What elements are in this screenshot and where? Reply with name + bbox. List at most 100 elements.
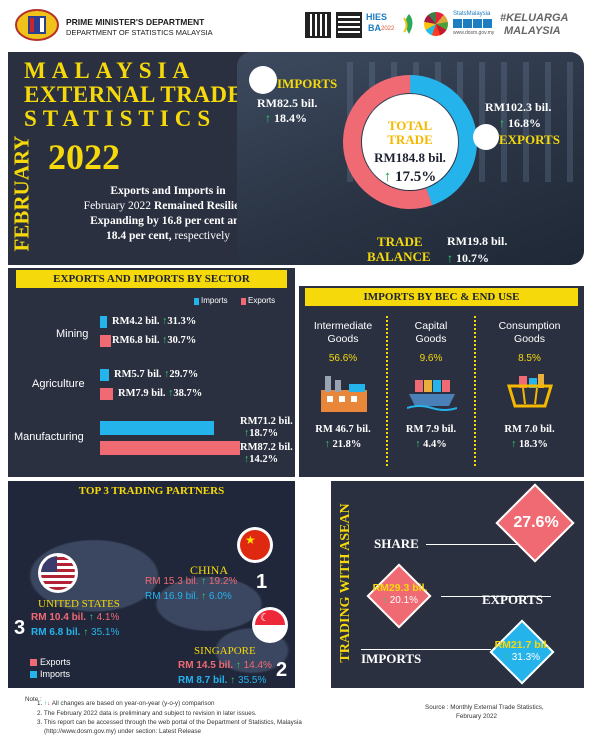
imports-growth-value: 18.4% <box>274 111 307 125</box>
singapore-exports: RM 14.5 bil. ↑ 14.4% <box>178 660 272 671</box>
desc-d: Expanding by 16.8 per cent and <box>90 215 246 227</box>
exports-icon <box>473 124 499 150</box>
bec-growth: ↑ 21.8% <box>301 439 385 450</box>
up-arrow-icon: ↑ <box>168 388 174 399</box>
bar-growth: 31.3% <box>167 316 197 327</box>
exports-growth: 19.2% <box>208 576 238 587</box>
portal-url[interactable]: www.dosm.gov.my <box>453 30 495 36</box>
year-text: 2022 <box>381 26 395 32</box>
bec-name2: Goods <box>327 333 359 345</box>
imports-line <box>361 649 491 650</box>
total-value: RM184.8 bil. <box>374 150 446 165</box>
youtube-icon[interactable] <box>483 19 492 28</box>
bec-item-intermediate: Intermediate Goods 56.6% RM 46.7 bil. ↑ … <box>301 320 385 470</box>
qr-code-icon[interactable] <box>336 12 362 38</box>
bar-growth: 14.2% <box>249 454 279 465</box>
title-line2: EXTERNAL TRADE <box>24 82 244 107</box>
share-label: SHARE <box>374 536 419 551</box>
note3b[interactable]: (http://www.dosm.gov.my) under section: … <box>44 728 202 735</box>
ring-center <box>362 94 458 190</box>
usa-name: UNITED STATES <box>38 598 120 610</box>
singapore-flag-icon: ☾ <box>252 607 288 643</box>
star-icon: ★ <box>245 533 256 547</box>
bec-value: RM 46.7 bil. <box>315 424 371 435</box>
usa-flag-fill <box>41 556 75 590</box>
bar-growth: 38.7% <box>173 388 203 399</box>
desc-c: Remained Resilient, <box>153 200 253 212</box>
twitter-icon[interactable] <box>473 19 482 28</box>
exports-label: EXPORTS <box>499 132 560 147</box>
bar-imports-value: RM71.2 bil. <box>240 416 293 427</box>
stats-malaysia-text: StatsMalaysia <box>453 11 491 17</box>
bec-panel: IMPORTS BY BEC & END USE Intermediate Go… <box>299 286 584 477</box>
facebook-icon[interactable] <box>453 19 462 28</box>
balance-label2: BALANCE <box>367 249 431 264</box>
social-icons[interactable] <box>453 19 493 28</box>
bec-divider <box>386 316 388 466</box>
total-growth-value: 17.5% <box>395 169 437 185</box>
balance-growth-value: 10.7% <box>456 251 489 265</box>
exports-growth: 4.1% <box>96 612 120 623</box>
total-growth: ↑ 17.5% <box>340 169 480 186</box>
ring-chart <box>340 72 480 212</box>
imports-growth: ↑ 31.3% <box>485 652 559 663</box>
note3: 3. This report can be accessed through t… <box>37 719 302 726</box>
footer: Note : 1. ↑↓ All changes are based on ye… <box>0 692 591 746</box>
desc-line4: 18.4 per cent, respectively <box>48 229 288 244</box>
legend-imports-label: Imports <box>40 669 71 679</box>
up-arrow-icon: ↑ <box>503 652 509 663</box>
dept-line1: PRIME MINISTER'S DEPARTMENT <box>66 17 205 27</box>
exports-growth: ↑ 20.1% <box>364 595 436 606</box>
instagram-icon[interactable] <box>463 19 472 28</box>
asean-vertical: TRADING WITH ASEAN <box>331 481 359 688</box>
hies-text: HIES <box>366 12 388 22</box>
imports-growth: 35.1% <box>91 627 120 638</box>
up-arrow-icon: ↑ <box>201 576 207 587</box>
desc-a: Exports and Imports in <box>110 185 226 197</box>
legend-imports-label: Imports <box>201 296 228 305</box>
note-label: Note : <box>25 696 42 703</box>
bar-imports-label: RM4.2 bil. ↑31.3% <box>112 316 196 327</box>
up-arrow-icon: ↑ <box>201 591 207 602</box>
source-line2: February 2022 <box>456 713 497 720</box>
bar-imports <box>100 316 107 328</box>
dept-line2: DEPARTMENT OF STATISTICS MALAYSIA <box>66 28 213 37</box>
up-arrow-icon: ↑ <box>244 428 250 439</box>
title-line3: STATISTICS <box>24 106 217 131</box>
up-arrow-icon: ↑ <box>235 660 241 671</box>
china-imports: RM 16.9 bil. ↑ 6.0% <box>145 591 232 602</box>
exports-value: RM102.3 bil. <box>485 100 552 114</box>
up-arrow-icon: ↑ <box>164 369 170 380</box>
china-name: CHINA <box>190 563 228 577</box>
exports-value: RM 10.4 bil. <box>31 612 87 623</box>
ba-text: BA <box>368 23 381 33</box>
up-arrow-icon: ↑ <box>265 111 271 125</box>
balance-growth: ↑ 10.7% <box>447 251 489 266</box>
bec-name2: Goods <box>415 333 447 345</box>
exports-growth-value: 16.8% <box>508 116 541 130</box>
legend-imports-swatch <box>30 671 37 678</box>
bar-exports-growth: ↑14.2% <box>244 454 278 465</box>
asean-panel: TRADING WITH ASEAN SHARE 27.6% RM29.3 bi… <box>331 481 584 688</box>
bar-value: RM4.2 bil. <box>112 316 160 327</box>
bec-item-capital: Capital Goods 9.6% RM 7.9 bil. ↑ 4.4% <box>389 320 473 470</box>
exports-growth: ↑ 16.8% <box>499 116 541 131</box>
bar-growth: 30.7% <box>167 335 197 346</box>
month-label: FEBRUARY <box>9 135 34 252</box>
bar-growth: 29.7% <box>169 369 199 380</box>
total-label2: TRADE <box>387 132 433 147</box>
exports-growth: 14.4% <box>243 660 272 671</box>
qr-code-icon[interactable] <box>305 12 331 38</box>
bar-growth: 18.7% <box>249 428 279 439</box>
coat-of-arms-logo <box>14 6 60 44</box>
up-arrow-icon: ↑ <box>162 335 168 346</box>
sector-title: EXPORTS AND IMPORTS BY SECTOR <box>16 270 287 288</box>
up-arrow-icon: ↑ <box>381 595 387 606</box>
shopping-basket-icon <box>505 372 555 412</box>
bar-exports-label: RM7.9 bil. ↑38.7% <box>118 388 202 399</box>
up-arrow-icon: ↑ <box>230 675 236 686</box>
exports-value: RM29.3 bil. <box>372 582 428 594</box>
ring-exports-segment <box>343 75 477 209</box>
bar-exports <box>100 441 240 455</box>
bec-value: RM 7.0 bil. <box>504 424 555 435</box>
